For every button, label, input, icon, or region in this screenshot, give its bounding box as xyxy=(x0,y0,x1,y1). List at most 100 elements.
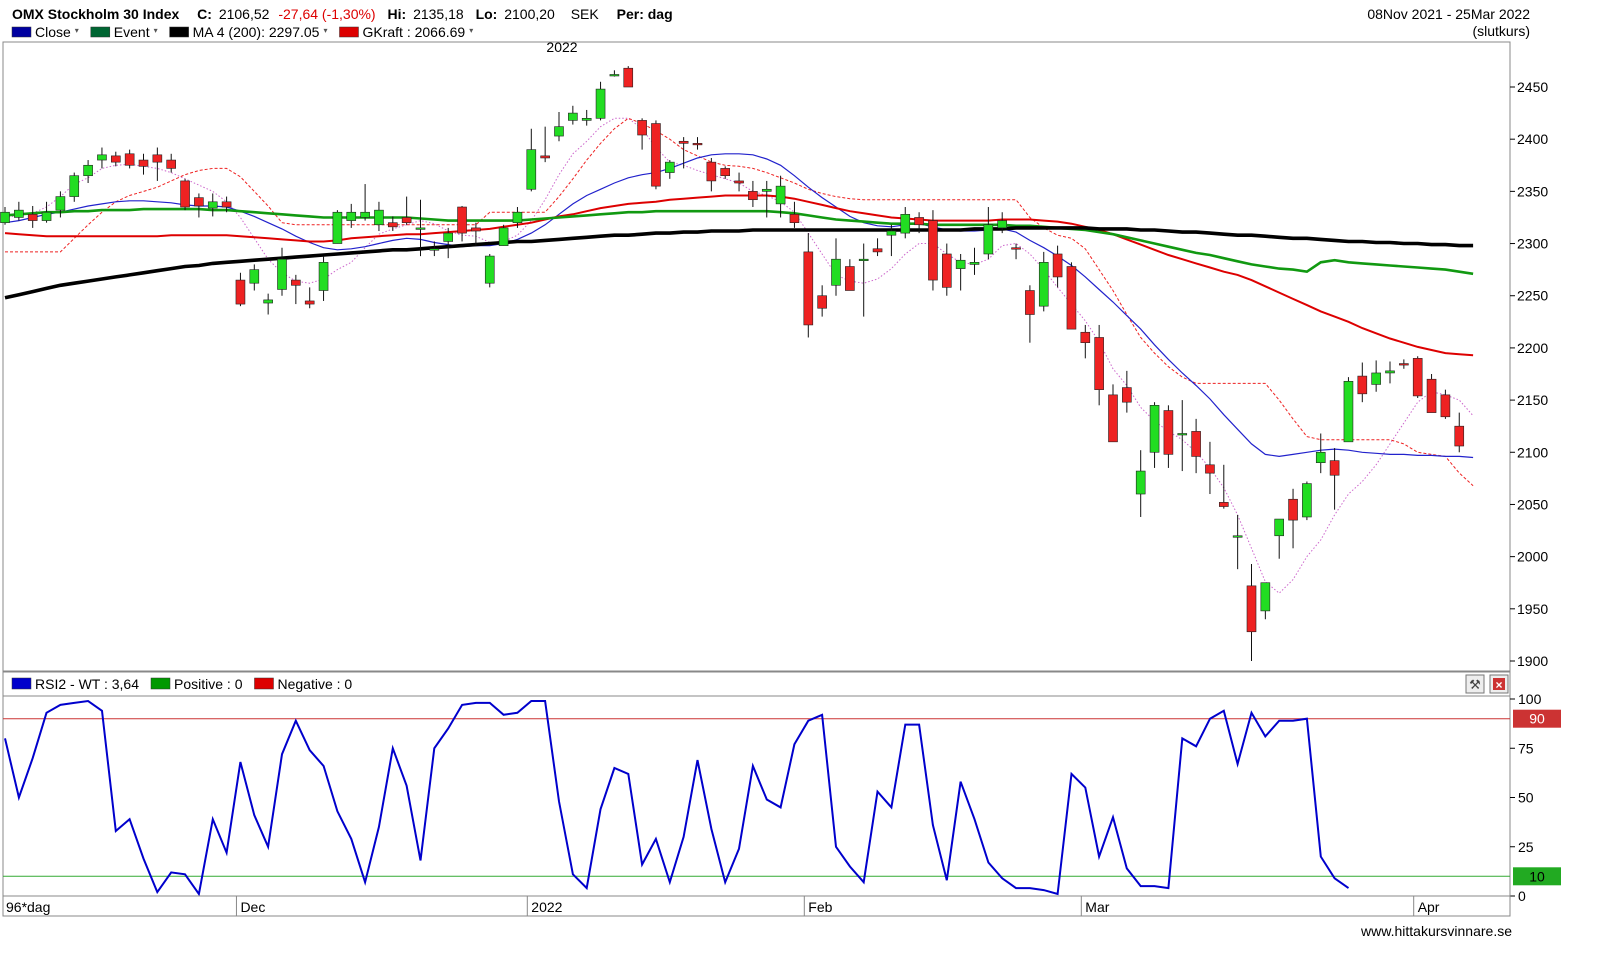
price-tick-label: 2100 xyxy=(1517,444,1548,460)
candle-body xyxy=(111,155,121,163)
dropdown-arrow-icon: ▾ xyxy=(154,26,158,35)
period-label: 96*dag xyxy=(6,899,50,915)
candle-body xyxy=(429,248,440,251)
candle xyxy=(69,172,80,202)
header-quote-line: OMX Stockholm 30 Index C: 2106,52 -27,64… xyxy=(12,6,673,22)
candle-body xyxy=(1302,483,1312,518)
candle xyxy=(1343,377,1354,443)
candle-body xyxy=(1274,518,1284,537)
candle-body xyxy=(1219,502,1229,507)
close-panel-button[interactable]: × xyxy=(1489,674,1509,694)
candle xyxy=(720,166,731,179)
candle xyxy=(568,105,578,125)
candle-body xyxy=(1371,372,1381,385)
legend-top-item[interactable]: Event ▾ xyxy=(90,24,158,40)
candle xyxy=(1108,384,1118,443)
candle xyxy=(1399,359,1409,369)
legend-swatch xyxy=(339,26,359,38)
candle xyxy=(235,272,246,307)
legend-top-item[interactable]: GKraft : 2066.69 ▾ xyxy=(339,24,473,40)
candle-body xyxy=(221,201,232,208)
candle xyxy=(1052,245,1063,288)
candle xyxy=(692,137,703,150)
candle xyxy=(1080,324,1091,359)
candle-body xyxy=(69,175,80,197)
candle-body xyxy=(803,251,814,326)
candle-body xyxy=(1191,431,1201,457)
candle-body xyxy=(955,259,966,269)
pink-dotted-line xyxy=(4,117,1474,594)
rsi-tick-label: 25 xyxy=(1518,839,1534,855)
candle-body xyxy=(706,161,717,182)
candle-body xyxy=(761,188,772,192)
candle-body xyxy=(443,232,454,242)
candle-body xyxy=(595,88,606,119)
candle xyxy=(1025,285,1035,343)
instrument-title: OMX Stockholm 30 Index xyxy=(12,6,179,22)
candle xyxy=(623,66,634,88)
candle-body xyxy=(512,211,523,223)
candle xyxy=(1440,389,1451,419)
price-tick-label: 2400 xyxy=(1517,131,1548,147)
legend-top-item[interactable]: Close ▾ xyxy=(11,24,79,40)
candle xyxy=(664,160,675,179)
candle xyxy=(291,274,301,305)
candle-body xyxy=(664,161,675,173)
candle-body xyxy=(609,74,620,77)
candle-body xyxy=(304,300,315,305)
legend-top-item[interactable]: MA 4 (200): 2297.05 ▾ xyxy=(169,24,328,40)
candle-body xyxy=(623,67,634,88)
candle-body xyxy=(1412,358,1423,397)
candle xyxy=(1260,582,1271,620)
legend-bottom-item[interactable]: Positive : 0 xyxy=(150,676,243,692)
candle xyxy=(1246,563,1257,661)
legend-bottom-item[interactable]: Negative : 0 xyxy=(254,676,352,692)
wrench-icon: ⚒ xyxy=(1469,677,1481,692)
candle-body xyxy=(1454,425,1465,447)
candle xyxy=(1288,488,1298,549)
candle-body xyxy=(568,112,578,121)
candle-body xyxy=(1399,363,1409,366)
lo-label: Lo: xyxy=(476,6,498,22)
candle xyxy=(55,191,66,218)
candle xyxy=(1315,433,1326,474)
candle xyxy=(1385,361,1395,384)
candle-body xyxy=(858,258,869,262)
candle xyxy=(1177,400,1188,472)
legend-label: MA 4 (200): 2297.05 xyxy=(193,24,320,40)
candle xyxy=(457,205,467,242)
month-label: 2022 xyxy=(531,899,562,915)
candle xyxy=(387,216,398,232)
candle-body xyxy=(1052,253,1063,278)
candle-body xyxy=(471,227,481,232)
hi-value: 2135,18 xyxy=(413,6,464,22)
candle-body xyxy=(983,224,994,255)
candle-body xyxy=(415,227,426,230)
candle-body xyxy=(1246,585,1257,633)
candle-body xyxy=(1011,247,1021,250)
candle xyxy=(166,153,176,173)
price-tick-label: 2050 xyxy=(1517,496,1548,512)
legend-label: Close xyxy=(35,24,71,40)
candle xyxy=(526,128,537,192)
candle xyxy=(678,137,689,169)
candle xyxy=(83,160,93,184)
price-tick-label: 2150 xyxy=(1517,392,1548,408)
time-axis: Dec 2022 Feb Mar Apr xyxy=(235,896,1440,916)
candle-body xyxy=(1122,387,1132,403)
candle xyxy=(443,227,454,259)
candle xyxy=(41,201,52,223)
rsi-level-label: 90 xyxy=(1529,711,1545,727)
candle xyxy=(1454,412,1465,453)
price-tick-label: 2350 xyxy=(1517,183,1548,199)
candle xyxy=(0,207,10,225)
candle xyxy=(1066,262,1077,330)
candle xyxy=(900,207,911,239)
legend-top: Close ▾ Event ▾ MA 4 (200): 2297.05 ▾ GKraft :… xyxy=(11,24,473,40)
legend-bottom-item[interactable]: RSI2 - WT : 3,64 xyxy=(11,676,139,692)
candle-body xyxy=(845,266,855,291)
wrench-button[interactable]: ⚒ xyxy=(1465,674,1485,694)
dropdown-arrow-icon: ▾ xyxy=(75,26,79,35)
candle xyxy=(1219,464,1229,509)
